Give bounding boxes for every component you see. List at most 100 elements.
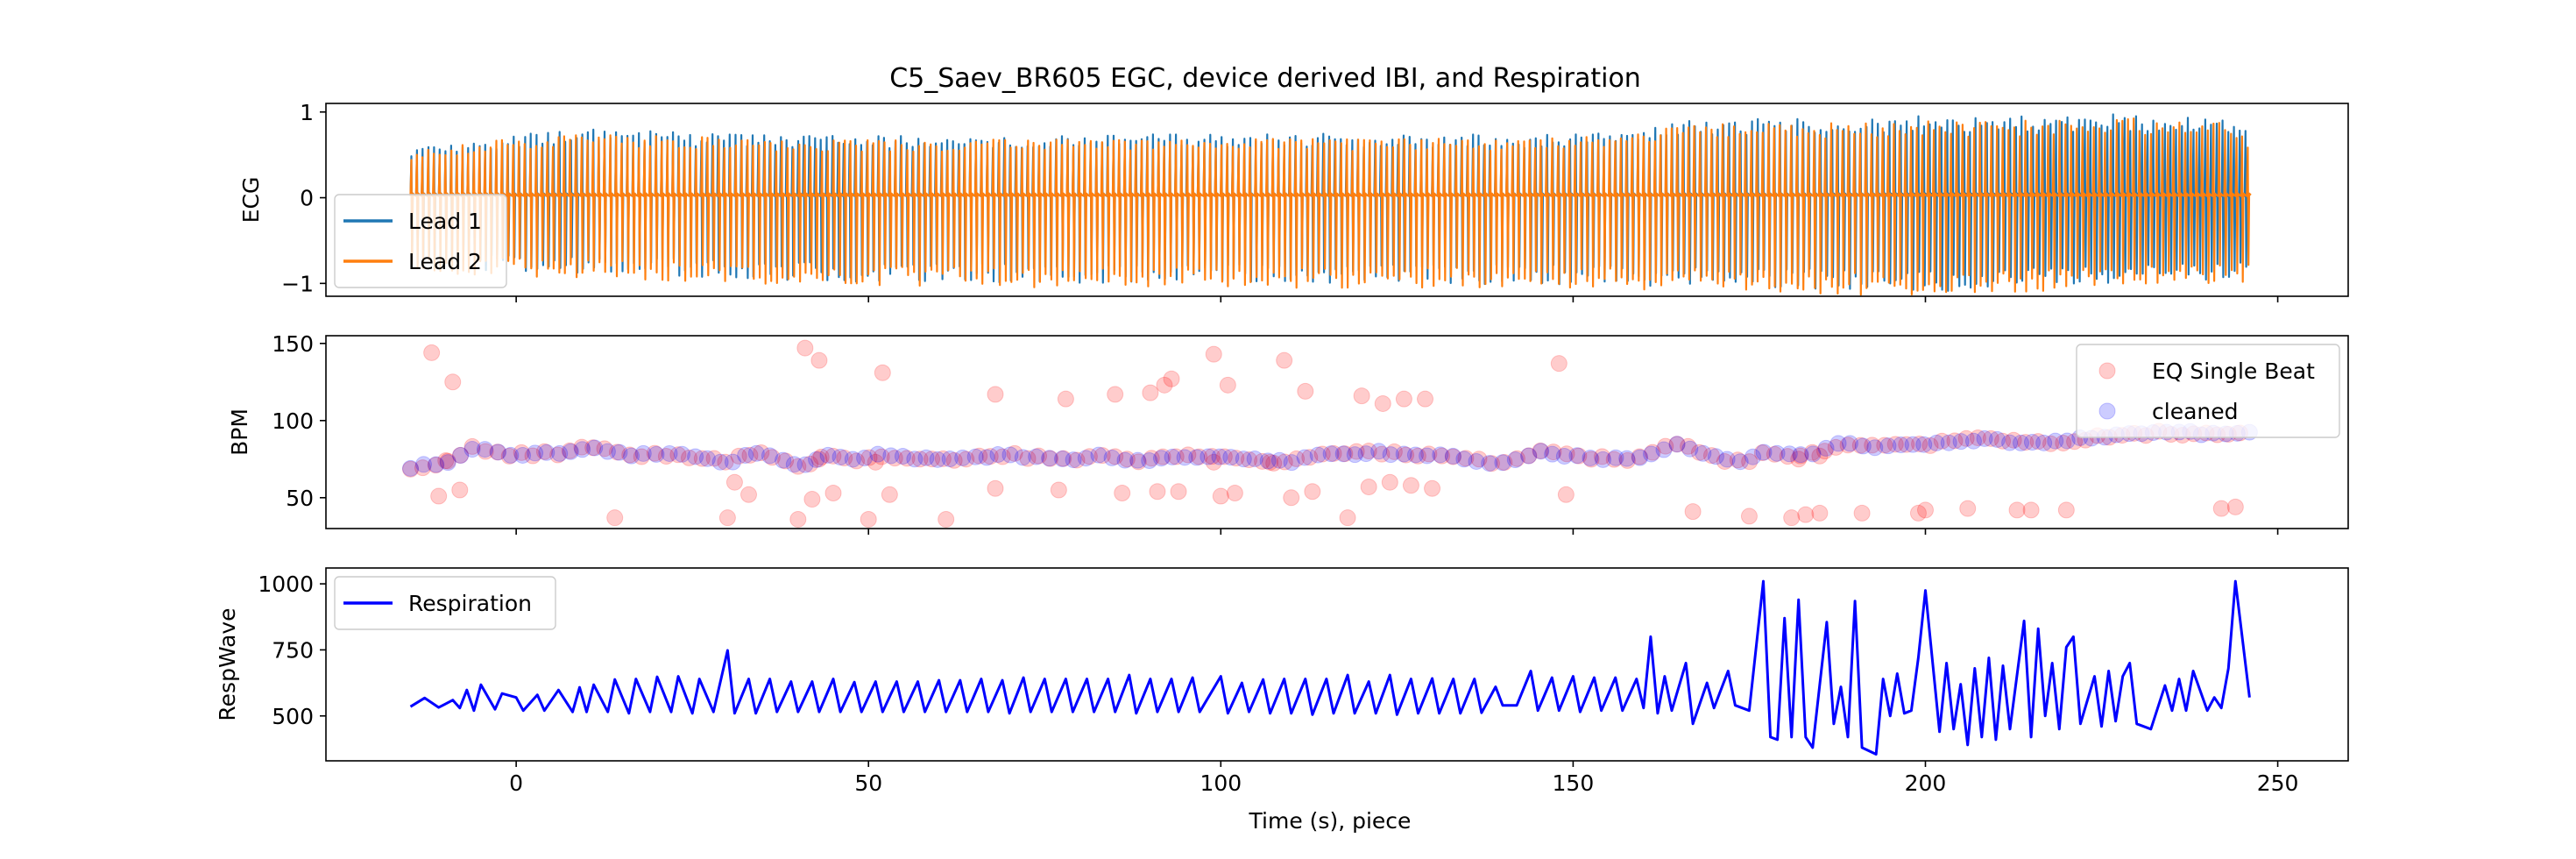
eq-beat-point [621, 446, 639, 464]
cleaned-point [623, 447, 640, 465]
eq-beat-point [464, 437, 481, 455]
x-tick-label: 250 [2257, 770, 2299, 796]
eq-beat-point [402, 460, 420, 478]
eq-beat-point [1570, 447, 1588, 465]
eq-beat-outlier-point [423, 344, 441, 361]
eq-beat-outlier-point [740, 486, 758, 503]
eq-beat-outlier-point [1395, 390, 1412, 408]
eq-beat-point [1741, 453, 1759, 471]
eq-beat-point [1313, 445, 1331, 463]
eq-beat-point [812, 448, 830, 465]
eq-beat-point [753, 444, 770, 461]
eq-beat-point [1886, 436, 1904, 453]
cleaned-point [954, 449, 972, 466]
cleaned-point [1200, 448, 1217, 465]
cleaned-point [1780, 445, 1798, 463]
axes-frame [325, 103, 2349, 297]
eq-beat-point [1055, 450, 1072, 467]
cleaned-point [1406, 446, 1424, 464]
eq-beat-point [1143, 450, 1160, 467]
cleaned-point [1357, 445, 1375, 463]
cleaned-point [2058, 432, 2076, 450]
cleaned-point [1176, 449, 1193, 466]
eq-beat-point [1716, 452, 1733, 470]
cleaned-point [2001, 434, 2019, 451]
cleaned-point [1468, 452, 1485, 470]
eq-beat-point [971, 447, 988, 465]
legend-box [2076, 344, 2340, 438]
cleaned-point [1152, 450, 1170, 467]
eq-beat-point [573, 438, 591, 456]
cleaned-point [428, 456, 445, 473]
cleaned-point [917, 449, 935, 466]
eq-beat-point [1433, 447, 1451, 465]
eq-beat-point [1191, 448, 1208, 465]
cleaned-point [439, 454, 456, 472]
x-axis-label: Time (s), piece [1249, 808, 1412, 834]
eq-beat-outlier-point [803, 491, 821, 508]
axes-frame [325, 335, 2349, 529]
eq-beat-point [1946, 432, 1964, 450]
eq-beat-outlier-point [987, 386, 1004, 403]
respiration-panel: 0 50 100 150 200 250 1000 750 500 RespWave Respira… [215, 567, 2349, 796]
cleaned-point [1582, 449, 1599, 466]
cleaned-point [966, 448, 984, 465]
eq-beat-point [717, 453, 734, 471]
cleaned-point [1817, 439, 1835, 457]
eq-beat-outlier-point [1170, 483, 1187, 500]
cleaned-point [1755, 444, 1773, 461]
eq-beat-outlier-point [810, 451, 828, 468]
eq-beat-point [2042, 435, 2060, 452]
eq-beat-point [924, 451, 941, 468]
eq-beat-outlier-point [881, 486, 898, 503]
cleaned-point [1988, 430, 2006, 448]
cleaned-point [673, 445, 690, 463]
eq-beat-point [1508, 450, 1525, 467]
eq-beat-point [1288, 450, 1306, 467]
eq-beat-outlier-point [1297, 382, 1314, 400]
cleaned-point [1952, 433, 1970, 451]
cleaned-point [724, 453, 741, 471]
y-axis-label: ECG [238, 177, 264, 224]
cleaned-point [452, 447, 470, 465]
eq-beat-point [1729, 451, 1746, 469]
eq-beat-point [1215, 448, 1233, 465]
eq-beat-point [898, 450, 916, 467]
legend-box [334, 194, 507, 288]
eq-beat-point [981, 448, 999, 465]
eq-beat-outlier-point [451, 481, 469, 499]
eq-beat-point [1618, 451, 1636, 469]
cleaned-point [1309, 446, 1327, 464]
eq-beat-outlier-point [860, 510, 877, 528]
eq-beat-outlier-point [1740, 508, 1758, 525]
cleaned-point [1419, 447, 1436, 465]
eq-beat-point [1851, 437, 1869, 454]
eq-beat-outlier-point [938, 510, 955, 528]
eq-beat-point [802, 455, 819, 472]
cleaned-point [414, 456, 432, 473]
cleaned-point [1681, 440, 1699, 458]
eq-beat-point [1203, 448, 1221, 465]
cleaned-point [634, 444, 652, 462]
cleaned-point [1607, 449, 1624, 466]
cleaned-point [2035, 434, 2053, 451]
eq-beat-point [1118, 451, 1136, 468]
eq-beat-point [824, 447, 842, 465]
cleaned-point [1532, 443, 1550, 460]
x-tick-label: 150 [1553, 770, 1595, 796]
eq-beat-point [1558, 445, 1575, 463]
eq-beat-point [1276, 453, 1293, 471]
cleaned-point [586, 439, 604, 457]
eq-beat-outlier-point [437, 452, 455, 470]
ecg-panel: 1 0 −1 ECG Lead 1 Lead 2 [238, 100, 2349, 302]
cleaned-point [906, 451, 924, 468]
eq-beat-point [1385, 443, 1403, 460]
eq-beat-point [427, 457, 444, 474]
cleaned-point [941, 451, 959, 468]
cleaned-point [1520, 447, 1538, 465]
eq-beat-outlier-point [1360, 478, 1377, 495]
cleaned-point [2047, 432, 2064, 450]
eq-beat-point [1019, 450, 1037, 467]
cleaned-point [775, 451, 792, 469]
eq-beat-point [1470, 451, 1488, 468]
